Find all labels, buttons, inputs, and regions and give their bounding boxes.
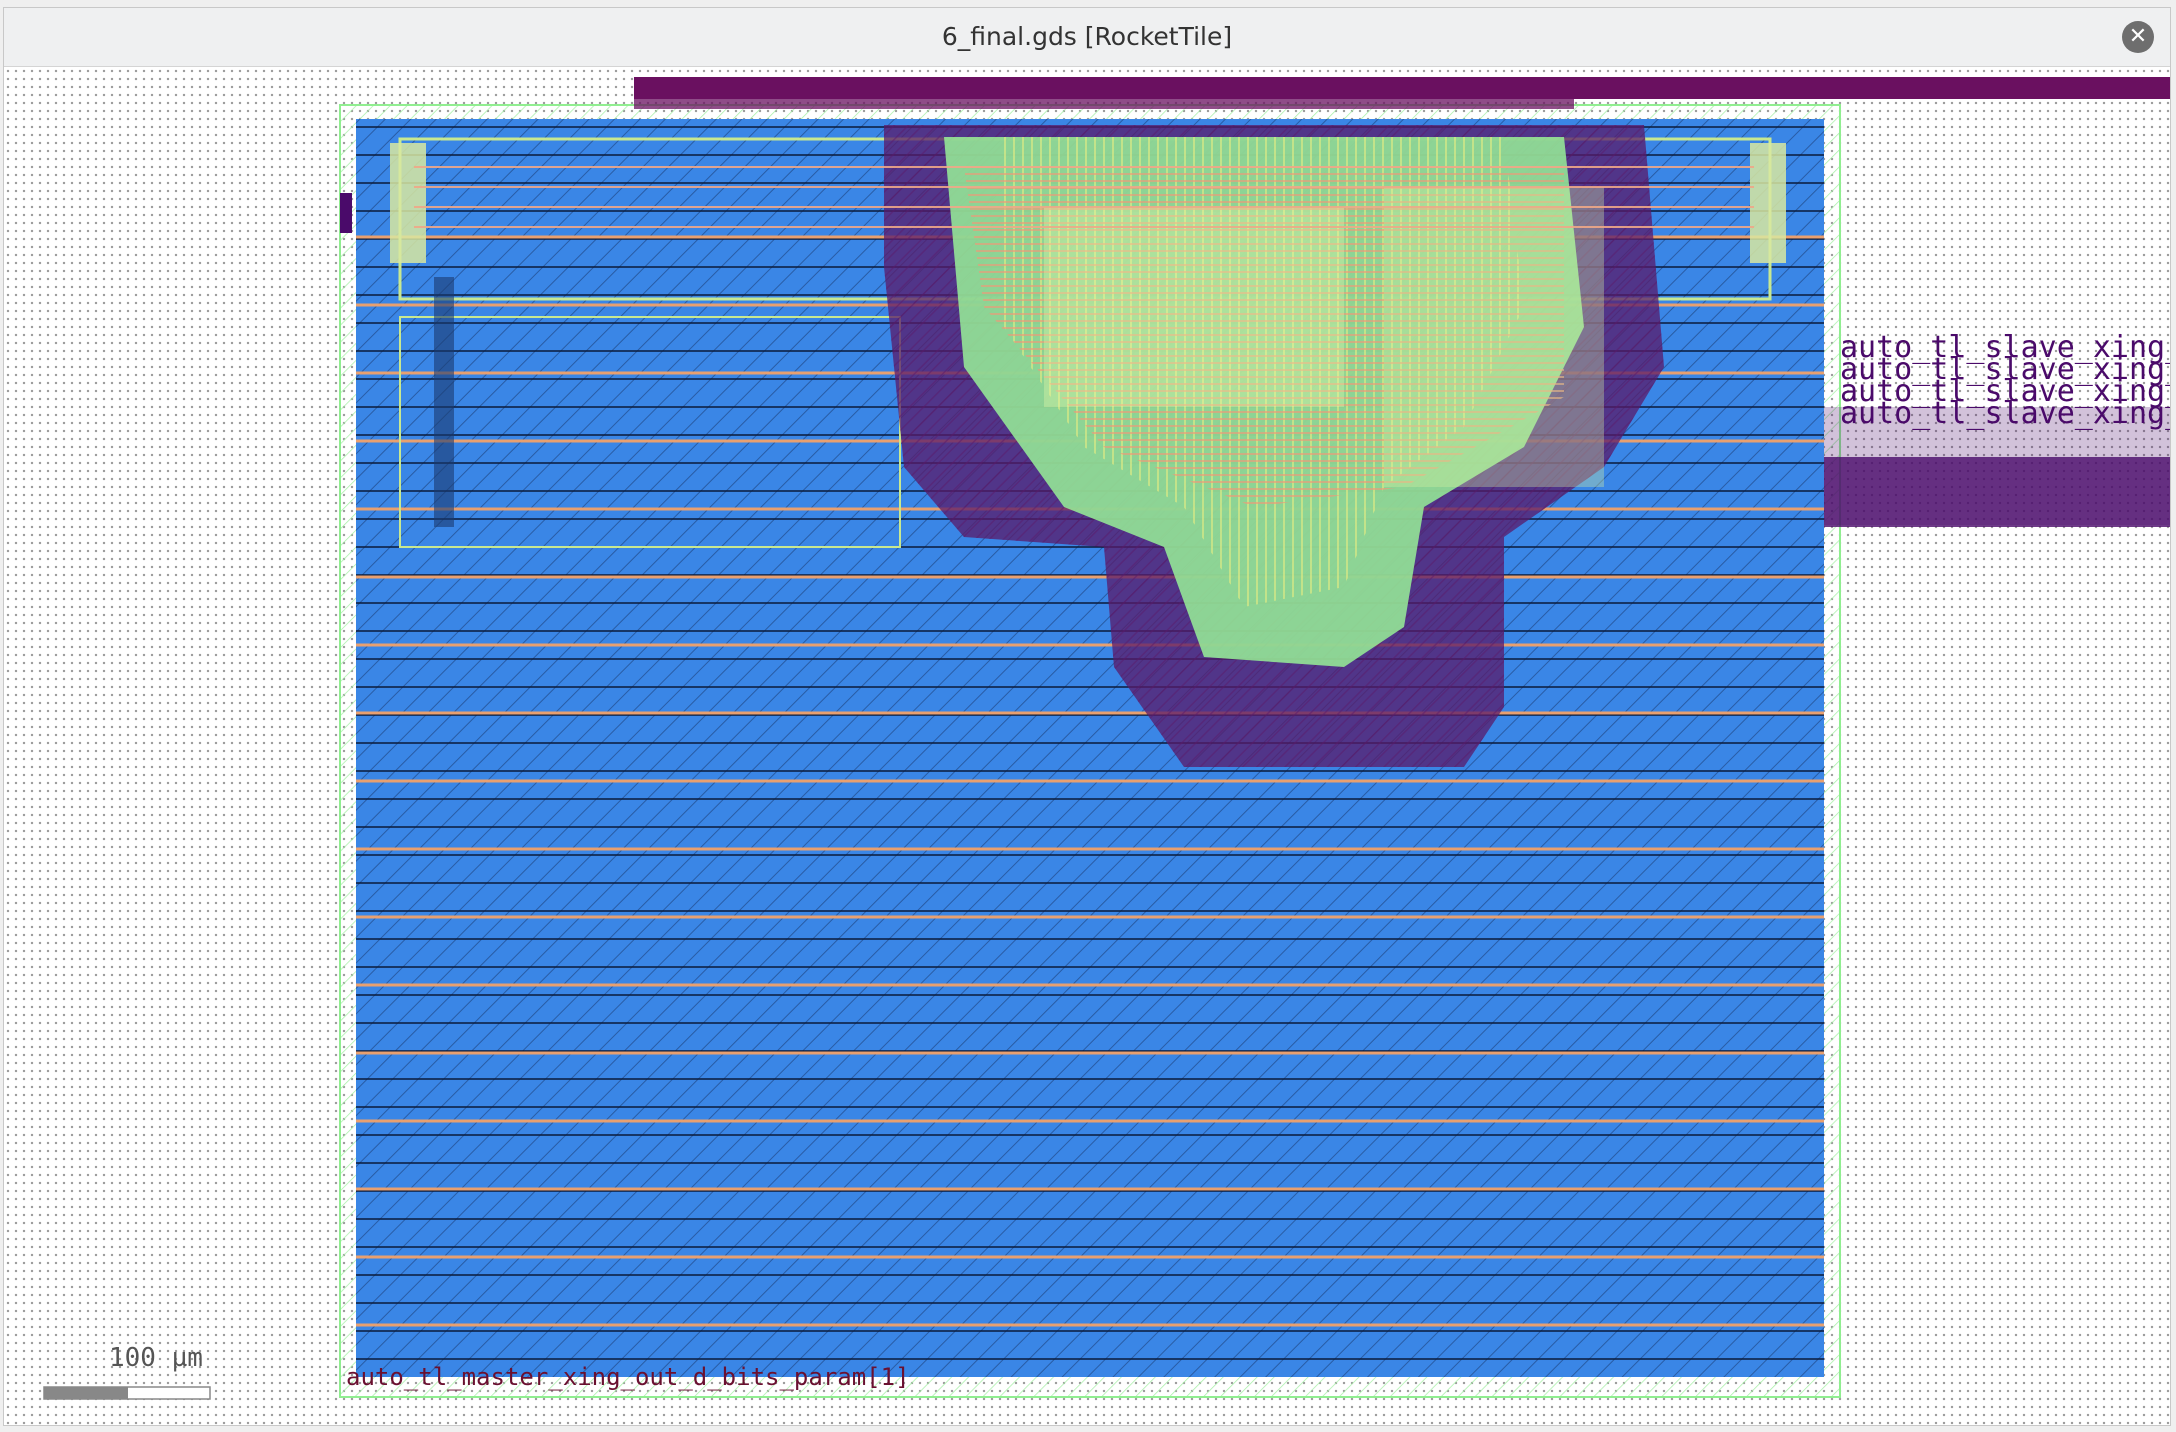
pin-label: auto_tl_slave_xing_ir bbox=[1840, 374, 2170, 409]
bottom-pin-label: auto_tl_master_xing_out_d_bits_param[1] bbox=[346, 1363, 910, 1391]
routing-region bbox=[884, 125, 1664, 767]
pin-label: auto_tl_slave_xing_ir bbox=[1840, 396, 2170, 431]
gds-layout: auto_tl_slave_xing_ir auto_tl_slave_xing… bbox=[43, 77, 2170, 1400]
title-bar: 6_final.gds [RocketTile] ✕ bbox=[4, 8, 2170, 67]
pin-label: auto_tl_slave_xing_ir bbox=[1840, 352, 2170, 387]
window-title: 6_final.gds [RocketTile] bbox=[941, 22, 1233, 51]
top-pins bbox=[634, 77, 2170, 99]
scale-bar-label: 100 µm bbox=[109, 1343, 203, 1373]
layout-canvas[interactable]: auto_tl_slave_xing_ir auto_tl_slave_xing… bbox=[4, 67, 2170, 1425]
scale-bar bbox=[43, 1386, 211, 1400]
layout-window: 6_final.gds [RocketTile] ✕ bbox=[3, 7, 2171, 1426]
close-icon[interactable]: ✕ bbox=[2122, 21, 2154, 53]
pin-label: auto_tl_slave_xing_ir bbox=[1840, 330, 2170, 365]
